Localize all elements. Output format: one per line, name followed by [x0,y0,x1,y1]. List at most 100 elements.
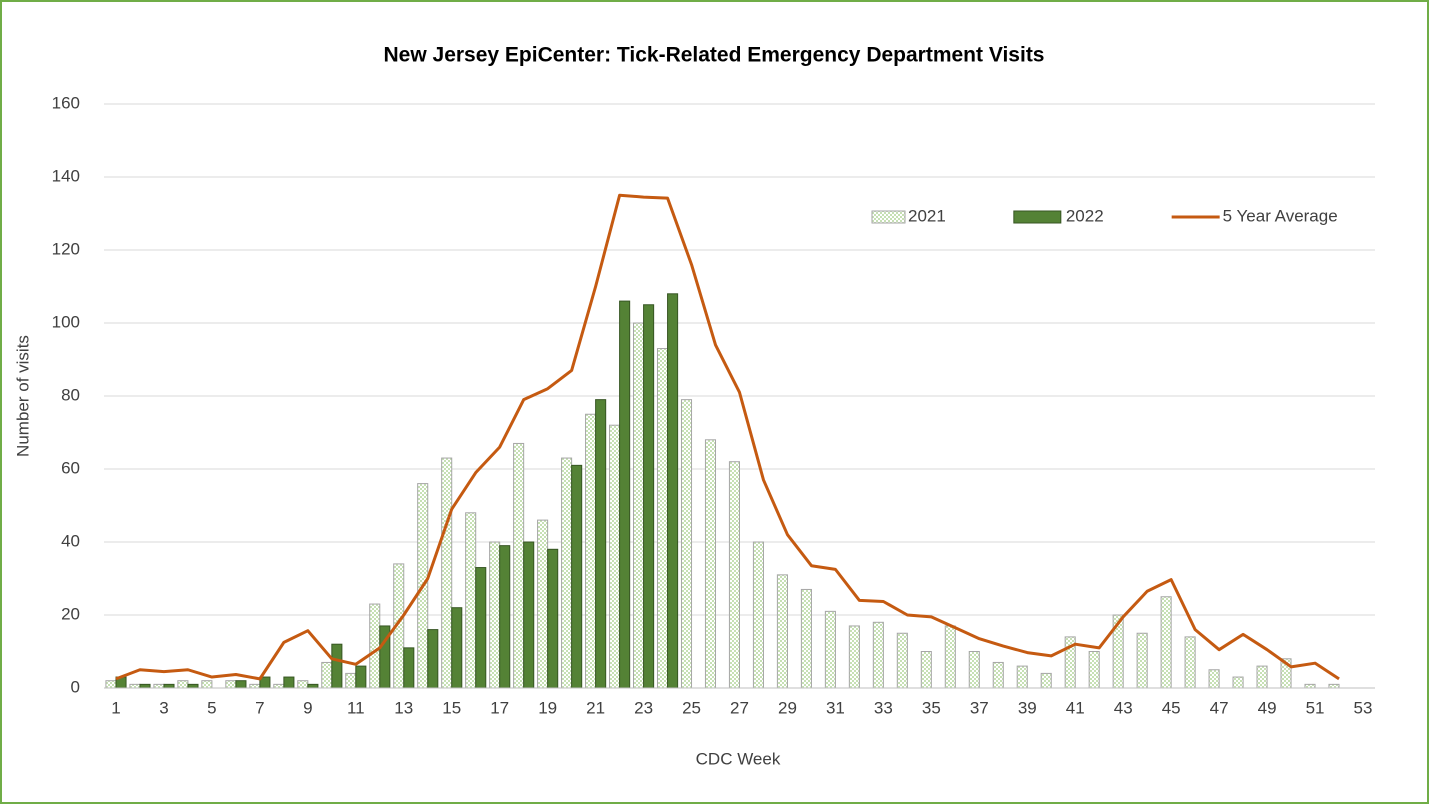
bar [187,683,199,689]
bar [345,672,357,689]
bar [441,457,453,689]
bar [297,680,309,689]
bar [163,683,175,689]
x-tick-label: 31 [826,698,845,717]
x-axis-label: CDC Week [696,749,781,768]
legend-label: 2022 [1066,206,1104,225]
bar [992,661,1004,689]
y-tick-label: 80 [61,385,80,404]
bar [1184,636,1196,689]
bar [249,683,261,689]
y-tick-label: 120 [52,239,80,258]
bar [1232,676,1244,689]
y-tick-label: 0 [71,677,80,696]
bar [1256,665,1268,689]
bar [547,548,559,689]
bar [321,661,333,689]
x-tick-label: 21 [586,698,605,717]
x-tick-label: 5 [207,698,216,717]
x-tick-label: 19 [538,698,557,717]
bar [307,683,319,689]
bar [451,607,463,689]
x-tick-label: 45 [1162,698,1181,717]
bar [585,413,597,689]
bar [609,424,621,689]
bar [619,300,631,689]
x-tick-label: 7 [255,698,264,717]
legend-label: 5 Year Average [1223,206,1338,225]
x-tick-label: 1 [111,698,120,717]
bar [633,322,645,689]
bar [920,651,932,689]
y-tick-label: 160 [52,93,80,112]
y-tick-label: 20 [61,604,80,623]
bar [643,304,655,689]
bar [824,610,836,689]
y-tick-label: 100 [52,312,80,331]
bar [177,680,189,689]
x-tick-label: 15 [442,698,461,717]
bar [139,683,151,689]
bar [273,683,285,689]
x-tick-label: 53 [1354,698,1373,717]
bar [1016,665,1028,689]
x-tick-label: 11 [347,698,365,717]
legend-swatch [1013,210,1062,224]
bar [571,464,583,689]
bar [475,567,487,689]
x-tick-label: 51 [1306,698,1325,717]
bar [896,632,908,689]
bar [369,603,381,689]
bar [1136,632,1148,689]
legend-label: 2021 [908,206,946,225]
bar [1160,596,1172,689]
bar [667,293,679,689]
bar [153,683,165,689]
chart-title: New Jersey EpiCenter: Tick-Related Emerg… [384,44,1045,67]
y-tick-label: 140 [52,166,80,185]
y-axis-label: Number of visits [13,335,32,457]
line [115,193,1340,681]
bar [283,676,295,689]
bar [944,625,956,689]
x-tick-label: 13 [394,698,413,717]
bar [872,621,884,689]
bar [704,439,717,689]
bar [523,541,535,689]
bar [1040,672,1052,689]
bar [513,442,525,689]
bar [355,665,367,689]
x-tick-label: 43 [1114,698,1133,717]
bar [225,680,237,689]
y-tick-label: 60 [61,458,80,477]
bar [489,541,501,689]
x-tick-label: 23 [634,698,653,717]
x-tick-label: 27 [730,698,749,717]
bar [129,683,141,689]
bar [595,399,607,689]
x-tick-label: 3 [159,698,168,717]
legend-swatch [871,210,906,224]
bar [331,643,343,689]
bar [968,651,980,689]
bar [427,629,439,689]
bar [1304,683,1316,689]
bar [848,625,860,689]
bar [499,545,511,689]
x-tick-label: 9 [303,698,312,717]
x-tick-label: 29 [778,698,797,717]
x-tick-label: 35 [922,698,941,717]
bar [561,457,573,689]
x-tick-label: 39 [1018,698,1037,717]
bar [728,461,740,689]
x-tick-label: 47 [1210,698,1229,717]
bar [1328,683,1340,689]
bar [235,680,247,689]
x-tick-label: 25 [682,698,701,717]
bar [465,512,477,689]
x-tick-label: 33 [874,698,893,717]
x-tick-label: 49 [1258,698,1277,717]
bar [201,680,213,689]
bar [1088,651,1100,689]
x-tick-label: 41 [1066,698,1085,717]
